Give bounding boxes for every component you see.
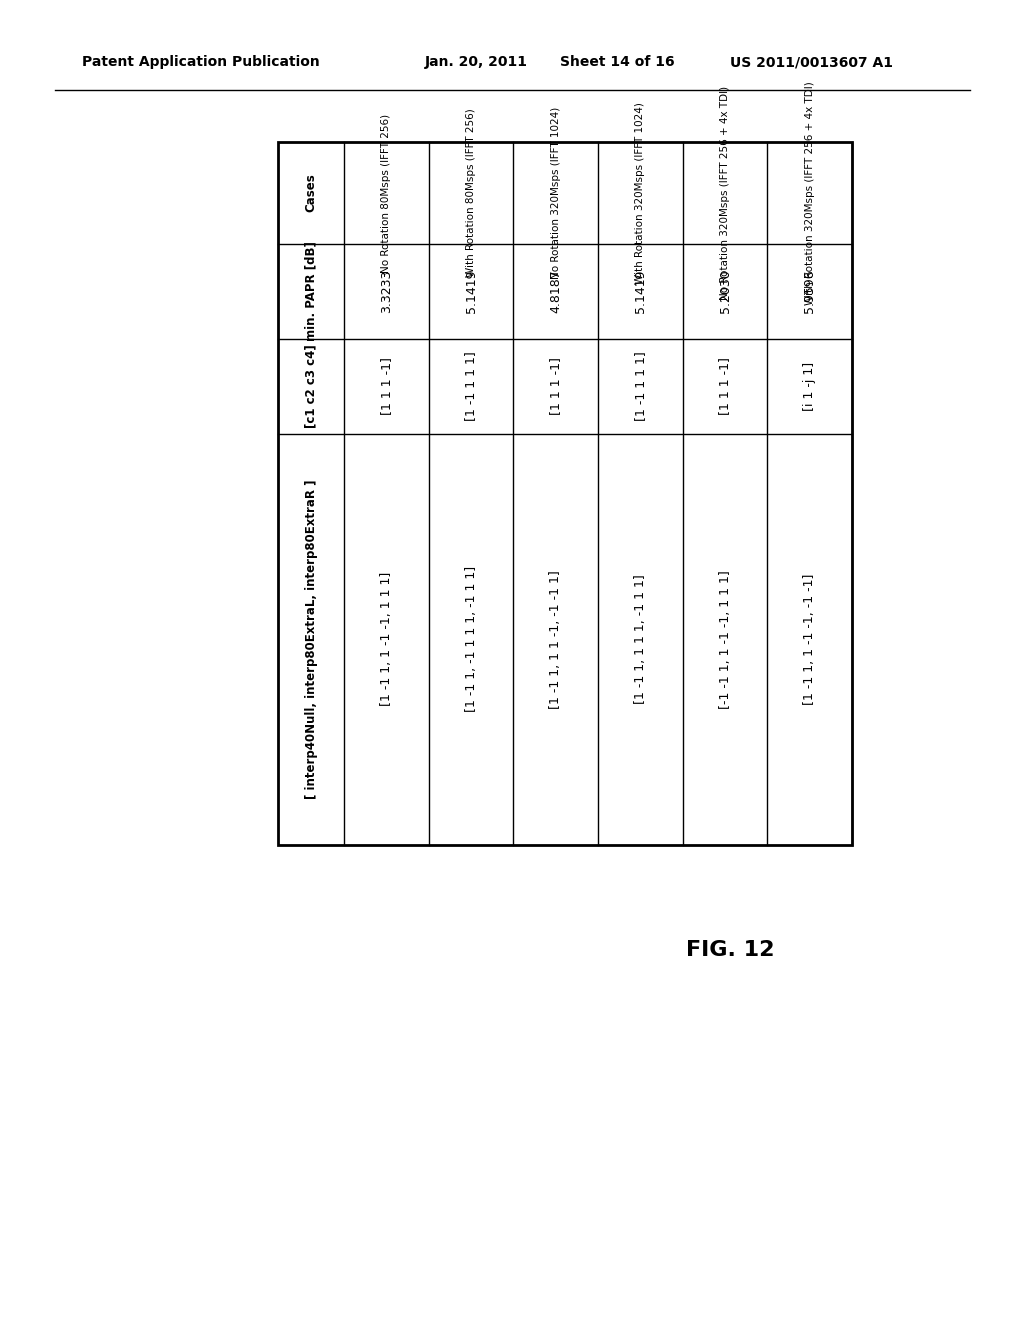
Text: No Rotation 320Msps (IFFT 1024): No Rotation 320Msps (IFFT 1024) bbox=[551, 107, 561, 279]
Text: Cases: Cases bbox=[304, 174, 317, 213]
Text: 4.8187: 4.8187 bbox=[549, 269, 562, 313]
Text: 5.9596: 5.9596 bbox=[803, 269, 816, 313]
Text: [1 1 1 -1]: [1 1 1 -1] bbox=[380, 358, 393, 416]
Text: 5.2030: 5.2030 bbox=[719, 269, 731, 313]
Text: [1 1 1 -1]: [1 1 1 -1] bbox=[549, 358, 562, 416]
Bar bbox=[278, 143, 852, 845]
Text: With Rotation 320Msps (IFFT 256 + 4x TDI): With Rotation 320Msps (IFFT 256 + 4x TDI… bbox=[805, 81, 815, 305]
Text: [1 -1 1 1 1]: [1 -1 1 1 1] bbox=[465, 351, 477, 421]
Text: 3.3233: 3.3233 bbox=[380, 269, 393, 313]
Text: 5.1419: 5.1419 bbox=[465, 269, 477, 313]
Text: With Rotation 320Msps (IFFT 1024): With Rotation 320Msps (IFFT 1024) bbox=[635, 102, 645, 284]
Text: [1 -1 1, 1 1 1, -1 1 1]: [1 -1 1, 1 1 1, -1 1 1] bbox=[634, 574, 647, 705]
Text: Sheet 14 of 16: Sheet 14 of 16 bbox=[560, 55, 675, 69]
Text: With Rotation 80Msps (IFFT 256): With Rotation 80Msps (IFFT 256) bbox=[466, 108, 476, 277]
Text: [1 -1 1, -1 1 1 1, -1 1 1]: [1 -1 1, -1 1 1 1, -1 1 1] bbox=[465, 566, 477, 713]
Text: No Rotation 320Msps (IFFT 256 + 4x TDI): No Rotation 320Msps (IFFT 256 + 4x TDI) bbox=[720, 86, 730, 300]
Text: [1 1 1 -1]: [1 1 1 -1] bbox=[719, 358, 731, 416]
Text: [1 -1 1, 1 1 -1, -1 -1 1]: [1 -1 1, 1 1 -1, -1 -1 1] bbox=[549, 570, 562, 709]
Text: [-1 -1 1, 1 -1 -1, 1 1 1]: [-1 -1 1, 1 -1 -1, 1 1 1] bbox=[719, 570, 731, 709]
Text: [1 -1 1, 1 -1 -1, -1 -1]: [1 -1 1, 1 -1 -1, -1 -1] bbox=[803, 574, 816, 705]
Text: [ interp40Null, interp80ExtraL, interp80ExtraR ]: [ interp40Null, interp80ExtraL, interp80… bbox=[304, 479, 317, 799]
Text: [1 -1 1, 1 -1 -1, 1 1 1]: [1 -1 1, 1 -1 -1, 1 1 1] bbox=[380, 573, 393, 706]
Text: 5.1419: 5.1419 bbox=[634, 269, 647, 313]
Text: No Rotation 80Msps (IFFT 256): No Rotation 80Msps (IFFT 256) bbox=[381, 114, 391, 272]
Text: [i 1 -j 1]: [i 1 -j 1] bbox=[803, 362, 816, 411]
Text: [c1 c2 c3 c4]: [c1 c2 c3 c4] bbox=[304, 345, 317, 428]
Text: min. PAPR [dB]: min. PAPR [dB] bbox=[304, 242, 317, 342]
Text: Jan. 20, 2011: Jan. 20, 2011 bbox=[425, 55, 528, 69]
Text: US 2011/0013607 A1: US 2011/0013607 A1 bbox=[730, 55, 893, 69]
Text: FIG. 12: FIG. 12 bbox=[686, 940, 774, 960]
Text: Patent Application Publication: Patent Application Publication bbox=[82, 55, 319, 69]
Text: [1 -1 1 1 1]: [1 -1 1 1 1] bbox=[634, 351, 647, 421]
